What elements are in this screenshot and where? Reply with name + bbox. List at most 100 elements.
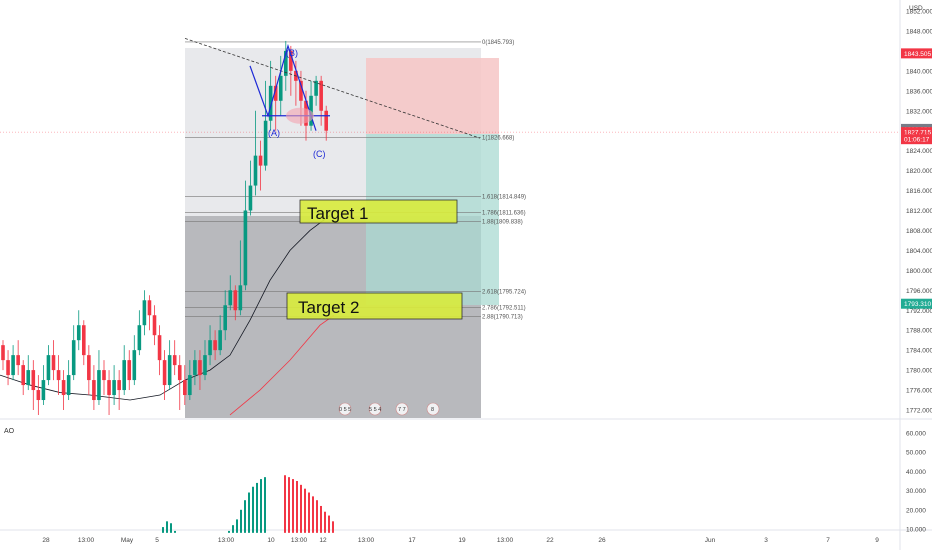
candle-body [132, 350, 137, 381]
time-tick-label: 13:00 [358, 537, 375, 544]
price-tick-label: 1804.000 [906, 248, 932, 255]
candle-body [289, 50, 293, 71]
time-tick-label: 22 [546, 537, 554, 544]
price-tick-label: 1816.000 [906, 188, 932, 195]
target-2-label: Target 2 [298, 298, 359, 317]
candle-body [1, 345, 5, 361]
price-tag-box [901, 48, 932, 59]
price-tick-label: 1812.000 [906, 208, 932, 215]
indicator-tick-label: 40.000 [906, 469, 926, 476]
wave-b-label: (B) [286, 48, 298, 58]
ao-bar [296, 481, 298, 533]
candle-body [263, 120, 268, 166]
indicator-tick-label: 10.000 [906, 527, 926, 534]
ao-bar [332, 521, 334, 533]
event-badge-text: 8 [431, 407, 434, 413]
abc-wave-line [249, 43, 317, 131]
candle-body [198, 360, 202, 376]
candle-body [87, 355, 91, 381]
event-badge-text: 5 5 4 [369, 407, 381, 413]
event-badge-text: 0 5 5 [339, 407, 351, 413]
ao-bar [240, 509, 242, 533]
candle-body [147, 300, 152, 316]
candle-body [193, 360, 197, 376]
price-tick-label: 1800.000 [906, 268, 932, 275]
ao-bar [308, 492, 310, 533]
indicator-tick-label: 50.000 [906, 450, 926, 457]
price-tick-label: 1848.000 [906, 28, 932, 35]
candle-body [152, 315, 157, 336]
event-badge-icon[interactable] [395, 402, 409, 416]
time-tick-label: 7 [826, 537, 830, 544]
time-tick-label: Jun [705, 537, 716, 544]
ao-bar [264, 477, 266, 533]
price-axis[interactable]: 1852.0001848.0001844.0001840.0001836.000… [906, 9, 932, 415]
event-badge-icon[interactable] [426, 402, 440, 416]
candle-body [82, 325, 86, 356]
candle-body [46, 355, 51, 381]
candle-body [137, 325, 142, 351]
target-1-label: Target 1 [307, 204, 368, 223]
time-tick-label: 13:00 [291, 537, 308, 544]
stop-zone[interactable] [366, 58, 499, 134]
event-badge-icon[interactable] [338, 402, 352, 416]
candle-body [324, 110, 328, 131]
candle-body [142, 300, 147, 326]
target-1-box[interactable] [299, 199, 458, 224]
ao-bar [324, 511, 326, 533]
candle-body [41, 380, 46, 401]
candle-body [314, 80, 318, 96]
candle-body [56, 370, 61, 381]
ao-bar [236, 519, 238, 533]
candle-body [36, 390, 41, 401]
candle-body [208, 340, 212, 356]
fib-level-label: 1.786(1811.636) [482, 210, 526, 216]
price-tick-label: 1836.000 [906, 88, 932, 95]
time-tick-label: 28 [42, 537, 50, 544]
indicator-name[interactable]: AO [4, 428, 15, 435]
ao-bar [244, 500, 246, 533]
candle-body [66, 375, 71, 396]
candle-body [107, 380, 111, 396]
candle-body [172, 355, 177, 366]
trendline [184, 38, 481, 139]
price-tag-label: 1827.715 [904, 130, 931, 137]
event-badges[interactable]: 0 5 5 5 5 4 7 7 8 [338, 402, 440, 416]
time-tick-label: 17 [408, 537, 416, 544]
candle-body [309, 95, 313, 126]
time-axis[interactable]: 28 13:00 May 5 13:00 10 13:00 12 13:00 17 19 13:00 2… [42, 537, 879, 544]
indicator-axis[interactable]: 60.000 50.000 40.000 30.000 20.000 10.000 [906, 431, 926, 534]
ao-bar [316, 500, 318, 533]
price-tick-label: 1840.000 [906, 68, 932, 75]
drawings[interactable] [184, 38, 481, 139]
ao-histogram [162, 475, 334, 533]
time-tick-label: 3 [764, 537, 768, 544]
ao-bar [174, 530, 176, 533]
ao-bar [256, 482, 258, 533]
event-badge-icon[interactable] [368, 402, 382, 416]
ao-bar [300, 484, 302, 533]
price-tick-label: 1784.000 [906, 348, 932, 355]
highlight-ellipse [286, 107, 314, 124]
ao-bar [304, 488, 306, 533]
wave-c-label: (C) [313, 149, 326, 159]
time-tick-label: 12 [319, 537, 327, 544]
candle-body [127, 360, 132, 381]
candle-body [71, 340, 76, 376]
time-tick-label: 9 [875, 537, 879, 544]
target-2-box[interactable] [286, 292, 463, 320]
candle-body [162, 360, 167, 386]
time-tick-label: 26 [598, 537, 606, 544]
candle-body [238, 285, 243, 311]
price-tick-label: 1792.000 [906, 308, 932, 315]
ao-bar [166, 521, 168, 533]
fib-level-label: 2.786(1792.511) [482, 306, 526, 312]
price-tag-label: 1793.310 [904, 301, 931, 308]
candle-body [31, 370, 36, 391]
price-tick-label: 1788.000 [906, 328, 932, 335]
candle-body [218, 330, 222, 351]
price-tag-box [901, 298, 932, 309]
candle-body [243, 210, 248, 286]
candle-body [11, 355, 15, 376]
ao-bar [328, 515, 330, 533]
